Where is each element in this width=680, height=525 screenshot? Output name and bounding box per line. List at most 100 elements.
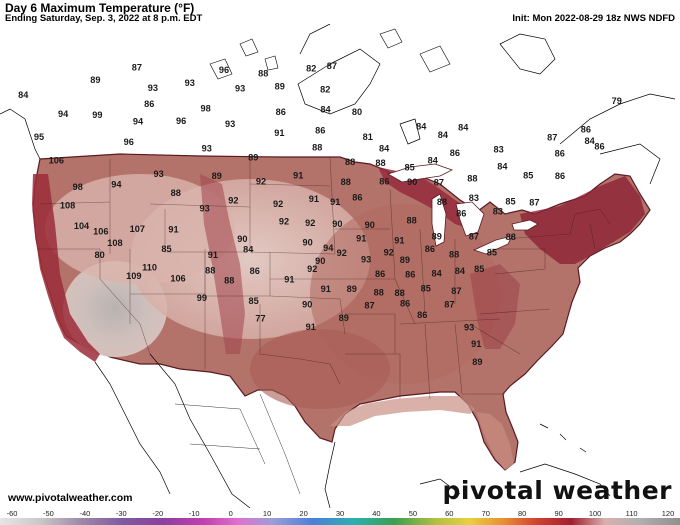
temp-label: 90: [237, 234, 247, 244]
temp-label: 88: [406, 215, 416, 225]
temp-label: 90: [365, 220, 375, 230]
temp-label: 87: [547, 132, 557, 142]
temp-label: 85: [474, 264, 484, 274]
temp-label: 93: [199, 204, 209, 214]
temp-label: 89: [347, 284, 357, 294]
northwest-warmth: [45, 174, 235, 284]
temp-label: 89: [248, 153, 258, 163]
temp-label: 89: [472, 357, 482, 367]
temp-label: 93: [464, 322, 474, 332]
temp-label: 89: [400, 255, 410, 265]
temp-label: 90: [302, 300, 312, 310]
temp-label: 84: [416, 122, 427, 132]
temp-label: 96: [176, 116, 186, 126]
temp-label: 92: [256, 176, 266, 186]
temp-label: 84: [379, 144, 390, 154]
temp-label: 84: [438, 130, 449, 140]
temp-label: 93: [225, 119, 235, 129]
gulf-coast-band: [330, 396, 475, 426]
temp-label: 94: [323, 243, 334, 253]
island-3: [264, 55, 279, 71]
temp-label: 92: [305, 218, 315, 228]
temp-label: 86: [450, 148, 460, 158]
temp-label: 83: [469, 193, 479, 203]
temp-label: 98: [200, 104, 210, 114]
temp-label: 93: [235, 84, 245, 94]
temp-label: 84: [458, 123, 469, 133]
state-boundaries: [38, 156, 611, 400]
temp-label: 77: [255, 314, 265, 324]
border-ky-tn: [399, 318, 501, 325]
temp-label: 90: [407, 177, 417, 187]
bahamas: [539, 423, 587, 453]
border-la-ms: [345, 353, 401, 399]
mexico-mainland: [149, 353, 251, 508]
brand-logo: pivotal weather: [442, 476, 672, 505]
temp-label: 107: [130, 224, 145, 234]
temp-label: 86: [400, 299, 410, 309]
temp-label: 84: [431, 269, 442, 279]
border-wa-or: [39, 201, 111, 205]
temp-label: 87: [327, 61, 337, 71]
temp-label: 88: [437, 197, 447, 207]
temp-label: 86: [456, 208, 466, 218]
temp-label: 82: [320, 85, 330, 95]
colorbar-tick-label: 0: [229, 509, 233, 518]
temp-label: 85: [404, 163, 414, 173]
canada-coast-nw: [0, 108, 41, 160]
temp-label: 85: [248, 296, 258, 306]
website-label[interactable]: www.pivotalweather.com: [8, 492, 133, 504]
temp-label: 87: [444, 300, 454, 310]
temp-label: 85: [161, 244, 171, 254]
temp-label: 86: [379, 176, 389, 186]
temp-label: 88: [467, 174, 477, 184]
temp-label: 88: [312, 143, 322, 153]
border-ga-sc: [469, 323, 521, 355]
temp-label: 79: [612, 96, 622, 106]
colorbar-tick-label: -60: [7, 509, 18, 518]
border-va-nc: [479, 308, 551, 315]
temp-label: 85: [421, 283, 431, 293]
temp-label: 88: [258, 68, 268, 78]
temp-label: 87: [132, 63, 142, 73]
colorbar-tick-label: 90: [555, 509, 563, 518]
border-mo-ar: [345, 313, 396, 354]
temp-label: 88: [341, 177, 351, 187]
temp-label: 89: [432, 232, 442, 242]
mexico-gulf-coast: [324, 441, 336, 508]
colorbar-tick-label: 80: [518, 509, 526, 518]
temp-label: 88: [171, 188, 181, 198]
temp-label: 93: [361, 255, 371, 265]
temp-label: 104: [74, 221, 90, 231]
temp-label: 80: [352, 107, 362, 117]
temp-label: 91: [293, 170, 303, 180]
header: Day 6 Maximum Temperature (°F) Ending Sa…: [0, 0, 680, 24]
yucatan-coast: [419, 478, 461, 495]
border-mt-s: [149, 203, 251, 208]
temp-label: 86: [405, 269, 415, 279]
temp-label: 84: [18, 90, 29, 100]
temp-label: 84: [455, 266, 466, 276]
colorbar-tick-label: -40: [79, 509, 90, 518]
border-il-in: [419, 228, 426, 315]
temp-label: 88: [224, 276, 234, 286]
temp-label: 90: [332, 219, 342, 229]
temp-label: 88: [449, 249, 459, 259]
appalachian-band: [470, 264, 520, 349]
temp-label: 87: [434, 178, 444, 188]
temp-label: 94: [111, 179, 122, 189]
colorbar-tick-label: 40: [372, 509, 380, 518]
temp-label: 91: [168, 225, 178, 235]
temp-label: 94: [58, 109, 69, 119]
border-mn-ia: [329, 156, 336, 255]
arctic-islands: [209, 28, 451, 80]
temp-label: 86: [425, 244, 435, 254]
colorbar-tick-label: 60: [445, 509, 453, 518]
colorbar-tick-label: 20: [299, 509, 307, 518]
colorbar-tick-label: 70: [482, 509, 490, 518]
temp-label: 95: [34, 132, 44, 142]
temperature-map[interactable]: 87 89 93 96 88 82 87 93 93 89 82 86 98 86 84 80 84 94 99 94…: [0, 24, 680, 508]
temp-label: 96: [219, 65, 229, 75]
temp-label: 92: [307, 264, 317, 274]
